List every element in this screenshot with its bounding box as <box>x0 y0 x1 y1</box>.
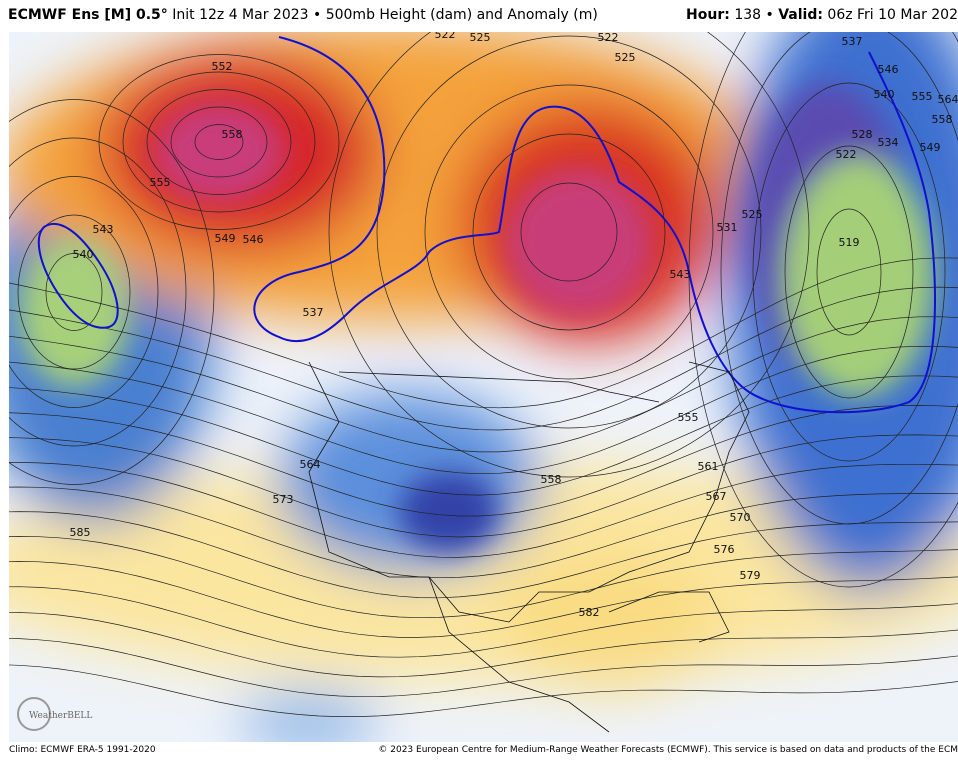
contour-label: 576 <box>714 543 735 556</box>
height-contours <box>9 32 958 717</box>
contour-label: 564 <box>938 93 958 106</box>
contour-label: 537 <box>842 35 863 48</box>
contour <box>9 638 958 698</box>
contour-labels: 552 558 555 549 546 543 540 537 522 525 522 525 531 5… <box>70 32 958 742</box>
footer: Climo: ECMWF ERA-5 1991-2020 © 2023 Euro… <box>0 743 958 761</box>
contour <box>9 434 958 538</box>
title: ECMWF Ens [M] 0.5° Init 12z 4 Mar 2023 •… <box>8 0 598 30</box>
contour-label: 522 <box>598 32 619 44</box>
contour-label: 567 <box>706 490 727 503</box>
contour <box>720 32 958 525</box>
contour <box>328 32 810 478</box>
contour-label: 585 <box>355 741 376 742</box>
anomaly-field: 552 558 555 549 546 543 540 537 522 525 522 525 531 5… <box>9 32 958 742</box>
hour: 138 <box>734 7 762 23</box>
contour-label: 573 <box>273 493 294 506</box>
contour <box>9 462 958 558</box>
contour <box>816 208 882 336</box>
contour-label: 546 <box>878 63 899 76</box>
logo-text: WeatherBELL <box>29 711 92 721</box>
contour-label: 561 <box>698 460 719 473</box>
contour-label: 552 <box>212 60 233 73</box>
contour-label: 522 <box>836 148 857 161</box>
contour <box>122 71 316 213</box>
contour-label: 531 <box>717 221 738 234</box>
contour <box>752 82 946 462</box>
contour-label: 543 <box>93 223 114 236</box>
contour-label: 564 <box>300 458 321 471</box>
contour-label: 540 <box>73 248 94 261</box>
contour-label: 540 <box>874 88 895 101</box>
contour-label: 555 <box>678 411 699 424</box>
contour-label: 537 <box>303 306 324 319</box>
contour <box>9 286 958 431</box>
model: ECMWF Ens [M] 0.5° <box>8 7 168 23</box>
valid-info: Hour: 138 • Valid: 06z Fri 10 Mar 202 <box>686 7 958 23</box>
contour <box>170 106 268 178</box>
contour <box>9 405 958 517</box>
contour <box>9 486 958 579</box>
contour-label: 525 <box>470 32 491 44</box>
contour-label: 549 <box>920 141 941 154</box>
contour-label: 570 <box>730 511 751 524</box>
contour <box>17 214 131 370</box>
borders <box>308 361 750 733</box>
run: Init 12z 4 Mar 2023 • 500mb Height (dam)… <box>172 7 598 23</box>
contour <box>9 511 958 599</box>
contour <box>9 137 187 447</box>
contour <box>9 99 215 485</box>
contour-label: 555 <box>150 176 171 189</box>
valid: 06z Fri 10 Mar 202 <box>827 7 958 23</box>
contour <box>194 124 244 160</box>
header: ECMWF Ens [M] 0.5° Init 12z 4 Mar 2023 •… <box>0 0 958 30</box>
contour <box>9 176 159 408</box>
contour <box>9 375 958 496</box>
contour-label: 579 <box>740 569 761 582</box>
logo: WeatherBELL <box>17 697 92 731</box>
contour-540 <box>37 36 936 414</box>
contour <box>472 133 666 331</box>
contour <box>520 182 618 282</box>
contour <box>9 561 958 638</box>
contour <box>9 257 958 409</box>
contour <box>9 586 958 658</box>
contour-label: 585 <box>70 526 91 539</box>
contour <box>9 664 958 717</box>
contour <box>424 84 714 380</box>
contour-label: 582 <box>579 606 600 619</box>
contour-label: 525 <box>615 51 636 64</box>
contour <box>9 536 958 619</box>
contour-label: 534 <box>878 136 899 149</box>
hour-label: Hour: <box>686 7 730 23</box>
contour-label: 525 <box>742 208 763 221</box>
contour <box>9 316 958 453</box>
copyright: © 2023 European Centre for Medium-Range … <box>378 745 958 755</box>
contour-label: 543 <box>670 268 691 281</box>
map: 552 558 555 549 546 543 540 537 522 525 522 525 531 5… <box>9 32 958 742</box>
contour-label: 549 <box>215 232 236 245</box>
contour-label: 555 <box>912 90 933 103</box>
contour-label: 528 <box>852 128 873 141</box>
contour <box>45 253 103 331</box>
contour <box>146 89 292 195</box>
contour-label: 558 <box>541 473 562 486</box>
contour-label: 558 <box>932 113 953 126</box>
contour <box>9 612 958 678</box>
contour-label: 546 <box>243 233 264 246</box>
contour <box>784 145 914 399</box>
contour-label: 558 <box>222 128 243 141</box>
climo: Climo: ECMWF ERA-5 1991-2020 <box>9 745 156 755</box>
contour <box>9 345 958 475</box>
contour-label: 519 <box>839 236 860 249</box>
contour-label: 522 <box>435 32 456 41</box>
contour <box>376 35 762 429</box>
valid-label: Valid: <box>778 7 823 23</box>
